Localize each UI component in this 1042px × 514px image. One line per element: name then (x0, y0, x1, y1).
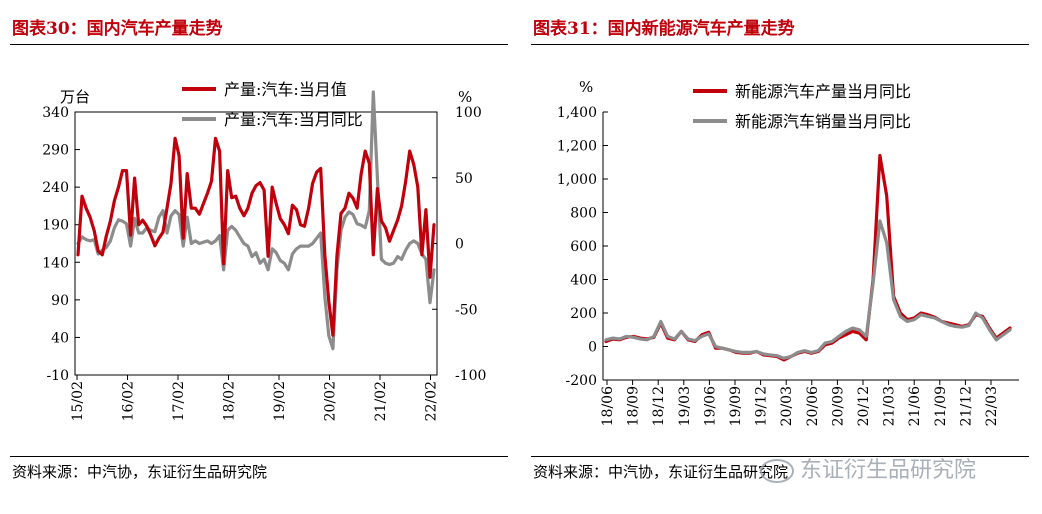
series-line-production (604, 153, 1012, 362)
x-tick-label: 20/06 (805, 386, 821, 426)
x-tick-label: 15/02 (70, 381, 86, 421)
series-line-yoy (76, 90, 436, 351)
x-tick-label: 22/03 (984, 386, 1000, 426)
production-line-chart: 340 290 240 190 140 90 40 -10 100 50 0 -50 -100 万台 % 15… (42, 80, 486, 421)
x-tick-label: 21/09 (933, 386, 949, 426)
y-tick-label-left: 190 (42, 218, 69, 234)
source-note: 资料来源：中汽协，东证衍生品研究院 (12, 463, 268, 481)
x-tick-label: 18/06 (600, 386, 616, 426)
title-rule (531, 44, 1029, 45)
x-tick-label: 17/02 (171, 381, 187, 421)
y-tick-label: 1,000 (557, 172, 597, 188)
x-tick-label: 22/02 (424, 381, 440, 421)
y-tick-label-right: 0 (455, 237, 464, 253)
source-rule (531, 456, 1029, 457)
x-tick-label: 19/09 (728, 386, 744, 426)
y-tick-label-right: 50 (455, 171, 473, 187)
legend-label: 产量:汽车:当月同比 (224, 110, 363, 129)
legend-label: 产量:汽车:当月值 (224, 80, 347, 99)
y-tick-label: 600 (570, 239, 597, 255)
legend-label: 新能源汽车销量当月同比 (735, 112, 911, 131)
legend-label: 新能源汽车产量当月同比 (735, 82, 911, 101)
y-tick-label-left: 340 (42, 105, 69, 121)
y-unit: % (579, 78, 593, 96)
series-line-monthly (76, 136, 436, 337)
y-tick-label-right: -100 (455, 368, 486, 384)
y-tick-label-right: 100 (455, 105, 482, 121)
y-tick-label: 400 (570, 273, 597, 289)
x-tick-label: 18/12 (651, 386, 667, 426)
chart-panel-production: 图表30：国内汽车产量走势 340 290 240 190 140 90 40 -10 100 5… (10, 19, 508, 481)
source-note: 资料来源：中汽协，东证衍生品研究院 (533, 463, 789, 481)
y-tick-label: 0 (588, 340, 597, 356)
x-tick-label: 16/02 (121, 381, 137, 421)
y-tick-label: 200 (570, 306, 597, 322)
series-line-sales (604, 219, 1012, 360)
x-tick-label: 20/09 (830, 386, 846, 426)
x-tick-label: 19/02 (272, 381, 288, 421)
y-tick-label: 1,200 (557, 139, 597, 155)
y-tick-label-left: 90 (51, 293, 69, 309)
y-tick-label-right: -50 (455, 302, 478, 318)
chart-title: 图表30：国内汽车产量走势 (12, 19, 223, 39)
x-tick-label: 19/12 (754, 386, 770, 426)
wechat-icon (760, 459, 794, 483)
y-unit-right: % (458, 88, 472, 106)
x-tick-label: 21/03 (882, 386, 898, 426)
x-tick-label: 21/12 (958, 386, 974, 426)
x-tick-label: 18/09 (626, 386, 642, 426)
y-tick-label-left: 140 (42, 255, 69, 271)
title-rule (10, 44, 508, 45)
x-tick-label: 20/12 (856, 386, 872, 426)
chart-title: 图表31：国内新能源汽车产量走势 (533, 19, 795, 39)
y-unit-left: 万台 (60, 88, 90, 106)
chart-panel-nev: 图表31：国内新能源汽车产量走势 1,400 1,200 1,000 800 600 40… (521, 0, 1042, 514)
source-rule (10, 456, 508, 457)
x-tick-label: 19/06 (702, 386, 718, 426)
watermark: 东证衍生品研究院 (760, 452, 976, 484)
x-tick-label: 20/03 (779, 386, 795, 426)
x-tick-label: 19/03 (677, 386, 693, 426)
y-tick-label-left: 240 (42, 180, 69, 196)
y-tick-label-left: 40 (51, 330, 69, 346)
y-tick-label-left: -10 (46, 368, 69, 384)
x-tick-label: 18/02 (222, 381, 238, 421)
x-tick-label: 21/06 (907, 386, 923, 426)
y-tick-label-left: 290 (42, 143, 69, 159)
x-tick-label: 21/02 (373, 381, 389, 421)
nev-line-chart: 1,400 1,200 1,000 800 600 400 200 0 -200% 18/06 18… (557, 78, 1019, 426)
y-tick-label: 800 (570, 206, 597, 222)
y-tick-label: 1,400 (557, 105, 597, 121)
y-tick-label: -200 (566, 373, 597, 389)
x-tick-label: 20/02 (323, 381, 339, 421)
